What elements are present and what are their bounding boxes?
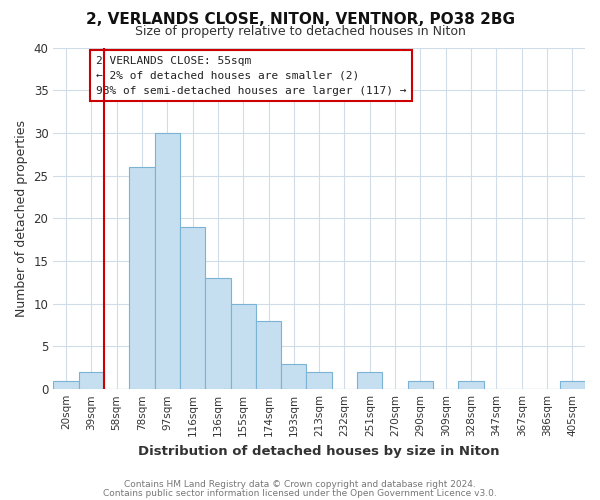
Bar <box>129 167 155 389</box>
Bar <box>560 380 585 389</box>
Bar <box>256 321 281 389</box>
Y-axis label: Number of detached properties: Number of detached properties <box>15 120 28 317</box>
Bar <box>155 133 180 389</box>
Bar <box>230 304 256 389</box>
Bar <box>281 364 307 389</box>
Bar <box>307 372 332 389</box>
Text: 2 VERLANDS CLOSE: 55sqm
← 2% of detached houses are smaller (2)
98% of semi-deta: 2 VERLANDS CLOSE: 55sqm ← 2% of detached… <box>96 56 406 96</box>
Text: Contains HM Land Registry data © Crown copyright and database right 2024.: Contains HM Land Registry data © Crown c… <box>124 480 476 489</box>
Text: Size of property relative to detached houses in Niton: Size of property relative to detached ho… <box>134 25 466 38</box>
Bar <box>180 227 205 389</box>
Text: Contains public sector information licensed under the Open Government Licence v3: Contains public sector information licen… <box>103 488 497 498</box>
Bar <box>53 380 79 389</box>
Bar <box>79 372 104 389</box>
Bar <box>408 380 433 389</box>
X-axis label: Distribution of detached houses by size in Niton: Distribution of detached houses by size … <box>139 444 500 458</box>
Text: 2, VERLANDS CLOSE, NITON, VENTNOR, PO38 2BG: 2, VERLANDS CLOSE, NITON, VENTNOR, PO38 … <box>86 12 515 28</box>
Bar <box>357 372 382 389</box>
Bar <box>205 278 230 389</box>
Bar <box>458 380 484 389</box>
